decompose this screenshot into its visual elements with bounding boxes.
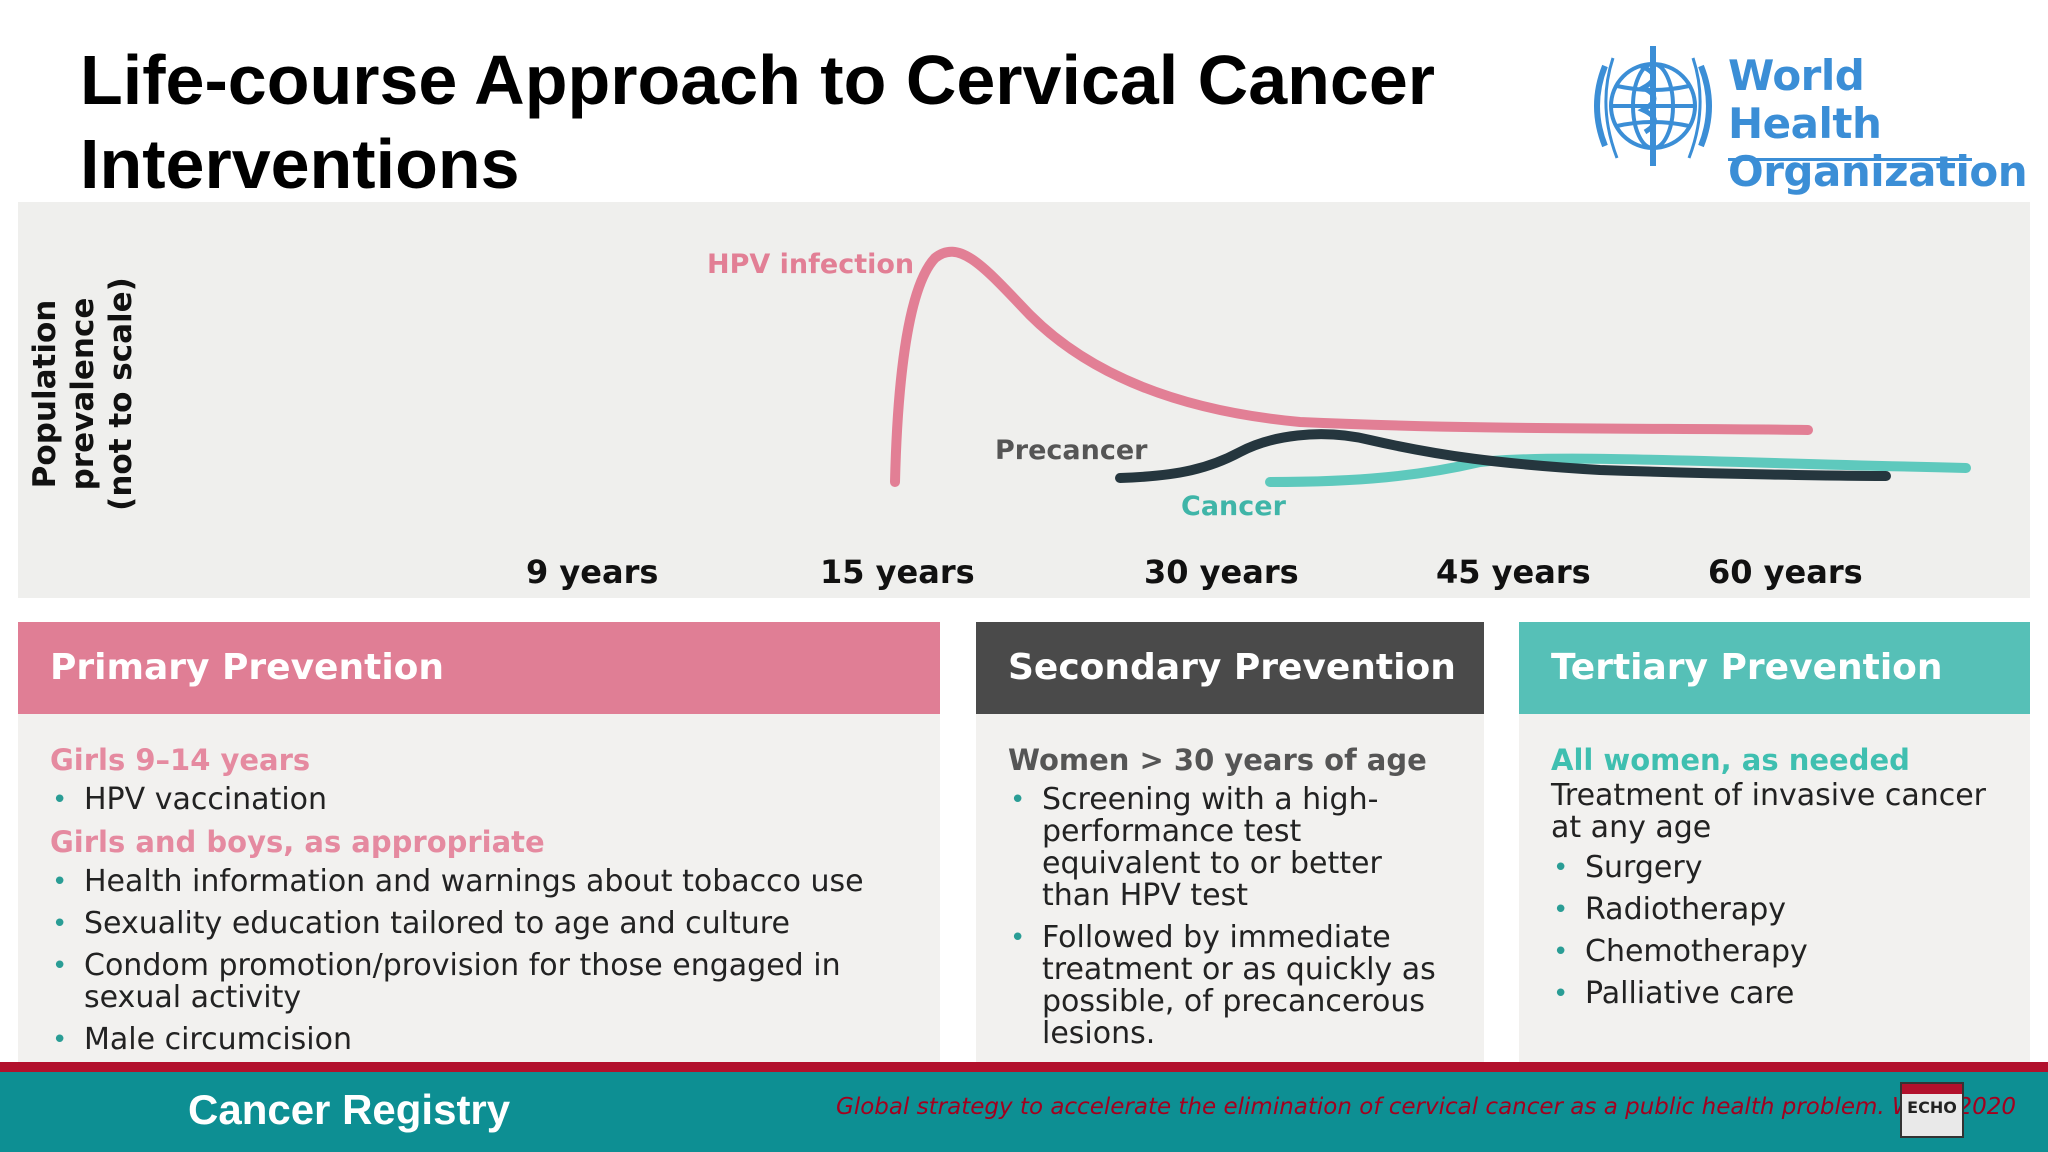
list-item: Male circumcision [50, 1024, 920, 1057]
precancer-label: Precancer [995, 435, 1148, 466]
x-tick-45-years: 45 years [1436, 553, 1591, 591]
echo-badge: ECHO [1900, 1082, 1964, 1138]
tertiary-intro: Treatment of invasive cancer at any age [1551, 778, 1987, 845]
footer-citation: Global strategy to accelerate the elimin… [836, 1094, 2017, 1120]
echo-badge-stripe [1902, 1084, 1962, 1094]
list-item: Health information and warnings about to… [50, 866, 920, 899]
footer-bar [0, 1062, 2048, 1152]
tertiary-list: Surgery Radiotherapy Chemotherapy Pallia… [1551, 852, 2010, 1011]
hpv-infection-label: HPV infection [707, 249, 914, 280]
logo-underline [1728, 158, 1972, 161]
tertiary-prevention-heading: Tertiary Prevention [1519, 622, 2030, 714]
secondary-prevention-box: Women > 30 years of age Screening with a… [976, 714, 1484, 1064]
who-logo-line1: World Health [1728, 51, 1882, 148]
secondary-group-label: Women > 30 years of age [1008, 743, 1427, 777]
hpv-infection-curve [890, 246, 1813, 487]
list-item: Palliative care [1551, 978, 2010, 1011]
primary-group1-list: HPV vaccination [50, 784, 920, 817]
tertiary-prevention-box: All women, as needed Treatment of invasi… [1519, 714, 2030, 1064]
prevalence-chart-panel [18, 202, 2030, 598]
footer-title: Cancer Registry [188, 1086, 511, 1133]
list-item: Followed by immediate treatment or as qu… [1008, 922, 1462, 1050]
primary-group2-label: Girls and boys, as appropriate [50, 825, 545, 859]
primary-group2-list: Health information and warnings about to… [50, 866, 920, 1057]
list-item: HPV vaccination [50, 784, 920, 817]
list-item: Radiotherapy [1551, 894, 2010, 927]
who-logo-line2: Organization [1728, 147, 2028, 196]
x-tick-60-years: 60 years [1708, 553, 1863, 591]
list-item: Condom promotion/provision for those eng… [50, 950, 914, 1014]
precancer-curve [1115, 429, 1891, 483]
primary-prevention-box: Girls 9–14 years HPV vaccination Girls a… [18, 714, 940, 1064]
secondary-prevention-heading: Secondary Prevention [976, 622, 1484, 714]
echo-badge-label: ECHO [1907, 1098, 1957, 1117]
secondary-list: Screening with a high-performance test e… [1008, 784, 1464, 1050]
primary-prevention-heading: Primary Prevention [18, 622, 940, 714]
x-tick-30-years: 30 years [1144, 553, 1299, 591]
list-item: Chemotherapy [1551, 936, 2010, 969]
x-tick-9-years: 9 years [526, 553, 658, 591]
list-item: Sexuality education tailored to age and … [50, 908, 920, 941]
list-item: Screening with a high-performance test e… [1008, 784, 1432, 912]
cancer-label: Cancer [1181, 491, 1287, 522]
slide-title: Life-course Approach to Cervical Cancer … [80, 41, 1436, 203]
primary-group1-label: Girls 9–14 years [50, 743, 311, 777]
tertiary-group-label: All women, as needed [1551, 743, 1910, 777]
who-emblem-icon [1594, 46, 1712, 166]
x-tick-15-years: 15 years [820, 553, 975, 591]
prevalence-curves: HPV infection Precancer Cancer 9 years 1… [526, 246, 1971, 591]
list-item: Surgery [1551, 852, 2010, 885]
